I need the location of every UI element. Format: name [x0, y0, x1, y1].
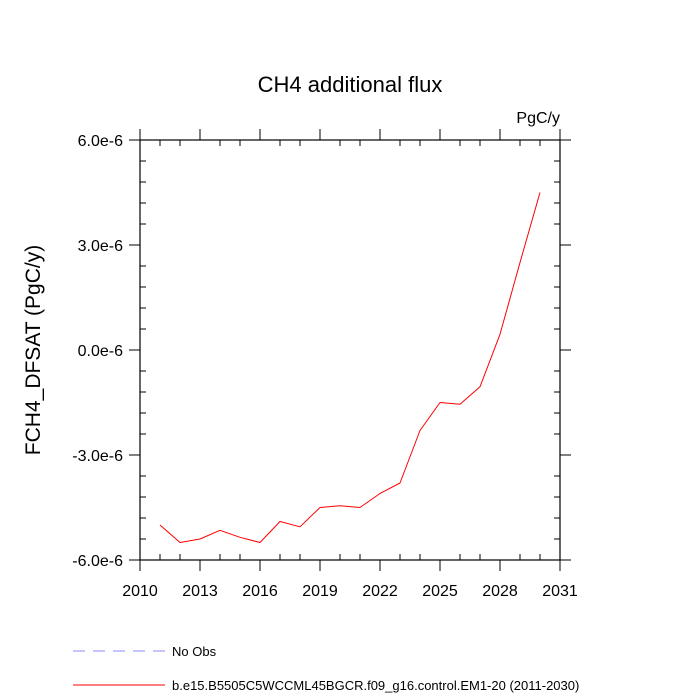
x-tick-label: 2016 — [242, 583, 278, 600]
y-tick-label: -6.0e-6 — [72, 553, 123, 570]
legend-label: No Obs — [172, 644, 217, 659]
y-tick-labels: -6.0e-6 -3.0e-6 0.0e-6 3.0e-6 6.0e-6 — [72, 133, 123, 570]
legend-label: b.e15.B5505C5WCCML45BGCR.f09_g16.control… — [172, 678, 579, 693]
units-label: PgC/y — [516, 110, 560, 127]
x-tick-label: 2022 — [362, 583, 398, 600]
y-tick-label: 6.0e-6 — [78, 133, 123, 150]
y-tick-label: 0.0e-6 — [78, 343, 123, 360]
x-tick-label: 2025 — [422, 583, 458, 600]
x-tick-label: 2019 — [302, 583, 338, 600]
y-tick-label: 3.0e-6 — [78, 238, 123, 255]
y-tick-label: -3.0e-6 — [72, 448, 123, 465]
x-tick-label: 2013 — [182, 583, 218, 600]
legend: No Obs b.e15.B5505C5WCCML45BGCR.f09_g16.c… — [73, 644, 579, 693]
x-tick-labels: 2010 2013 2016 2019 2022 2025 2028 2031 — [122, 583, 578, 600]
series-layer — [159, 192, 541, 543]
series-line — [159, 192, 541, 543]
tick-marks — [129, 129, 571, 571]
x-tick-label: 2028 — [482, 583, 518, 600]
y-axis-label: FCH4_DFSAT (PgC/y) — [22, 245, 45, 455]
x-tick-label: 2031 — [542, 583, 578, 600]
chart-title: CH4 additional flux — [258, 72, 443, 97]
x-tick-label: 2010 — [122, 583, 158, 600]
plot-frame — [139, 139, 561, 561]
